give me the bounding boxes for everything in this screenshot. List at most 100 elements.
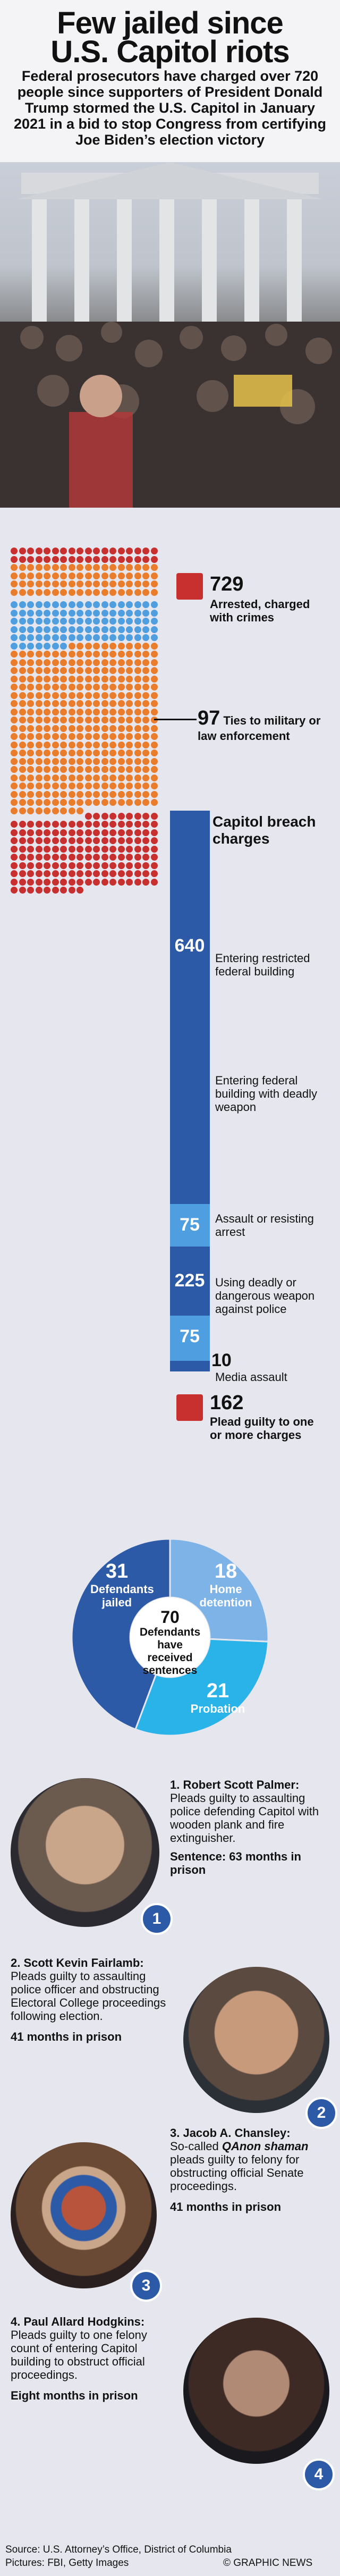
person-dot	[101, 845, 108, 853]
person-dot	[19, 684, 26, 691]
person-dot	[19, 807, 26, 814]
person-dot	[35, 634, 42, 641]
person-dot	[93, 667, 100, 674]
person-dot	[150, 854, 158, 861]
person-dot	[76, 548, 83, 554]
person-dot	[142, 609, 149, 617]
person-dot	[27, 741, 34, 748]
person-dot	[60, 548, 67, 554]
person-dot	[84, 572, 92, 579]
person-dot	[60, 741, 67, 748]
breach-label-0: Entering restricted federal building	[215, 952, 310, 978]
person-dot	[93, 609, 100, 617]
person-dot	[76, 692, 83, 699]
person-dot	[93, 626, 100, 633]
person-dot	[68, 854, 75, 861]
person-dot	[68, 750, 75, 756]
person-dot	[117, 564, 125, 571]
person-dot	[44, 741, 50, 748]
person-dot	[60, 642, 67, 650]
person-dot	[101, 708, 108, 715]
person-dot	[19, 626, 26, 633]
guilty-legend-swatch	[176, 1394, 203, 1421]
person-dot	[117, 845, 125, 853]
person-dot	[109, 564, 116, 571]
person-dot	[35, 651, 42, 658]
person-dot	[35, 609, 42, 617]
person-dot	[142, 667, 149, 674]
person-dot	[84, 717, 92, 723]
person-dot	[44, 651, 50, 658]
person-dot	[150, 799, 158, 806]
person-dot	[117, 651, 125, 658]
person-dot	[11, 750, 18, 756]
breach-label-2: Assault or resisting arrest	[215, 1212, 314, 1239]
person-dot	[44, 601, 50, 608]
person-dot	[19, 555, 26, 563]
person-dot	[19, 725, 26, 732]
person-dot	[52, 609, 59, 617]
person-dot	[76, 634, 83, 641]
person-dot	[35, 741, 42, 748]
person-dot	[19, 829, 26, 836]
person-dot	[27, 821, 34, 828]
person-dot	[117, 700, 125, 707]
person-dot	[109, 601, 116, 608]
person-dot	[11, 854, 18, 861]
person-dot	[142, 774, 149, 781]
person-dot	[19, 837, 26, 844]
person-dot	[117, 725, 125, 732]
person-dot	[117, 572, 125, 579]
person-dot	[76, 601, 83, 608]
person-dot	[11, 790, 18, 798]
person-dot	[27, 854, 34, 861]
person-dot	[126, 845, 133, 853]
person-dot	[134, 692, 141, 699]
person-dot	[35, 807, 42, 814]
person-dot	[76, 555, 83, 563]
person-dot	[134, 555, 141, 563]
person-dot	[134, 750, 141, 756]
person-dot	[101, 725, 108, 732]
person-dot	[150, 626, 158, 633]
person-dot	[142, 651, 149, 658]
person-dot	[109, 684, 116, 691]
person-dot	[93, 766, 100, 773]
person-dot	[142, 580, 149, 587]
graphic-news-credit: © GRAPHIC NEWS	[223, 2557, 313, 2569]
person-dot	[117, 548, 125, 554]
person-dot	[93, 651, 100, 658]
person-dot	[11, 564, 18, 571]
person-dot	[44, 750, 50, 756]
person-dot	[93, 684, 100, 691]
person-dot	[35, 862, 42, 869]
person-dot	[35, 548, 42, 554]
person-dot	[27, 862, 34, 869]
person-dot	[19, 887, 26, 894]
person-dot	[44, 572, 50, 579]
person-dot	[35, 684, 42, 691]
person-dot	[142, 821, 149, 828]
person-dot	[44, 717, 50, 723]
person-dot	[44, 618, 50, 625]
person-dot	[11, 799, 18, 806]
person-dot	[68, 618, 75, 625]
person-dot	[126, 700, 133, 707]
person-dot	[44, 725, 50, 732]
person-dot	[27, 887, 34, 894]
person-dot	[11, 626, 18, 633]
person-dot	[101, 700, 108, 707]
person-dot	[109, 717, 116, 723]
person-dot	[52, 588, 59, 596]
sentences-donut	[71, 1538, 269, 1737]
person-dot	[11, 609, 18, 617]
person-dot	[109, 757, 116, 765]
person-dot	[134, 708, 141, 715]
person-dot	[150, 725, 158, 732]
person-dot	[84, 642, 92, 650]
breach-bar-assault	[170, 1247, 210, 1316]
person-dot	[126, 667, 133, 674]
person-dot	[76, 708, 83, 715]
person-dot	[76, 750, 83, 756]
person-dot	[117, 588, 125, 596]
